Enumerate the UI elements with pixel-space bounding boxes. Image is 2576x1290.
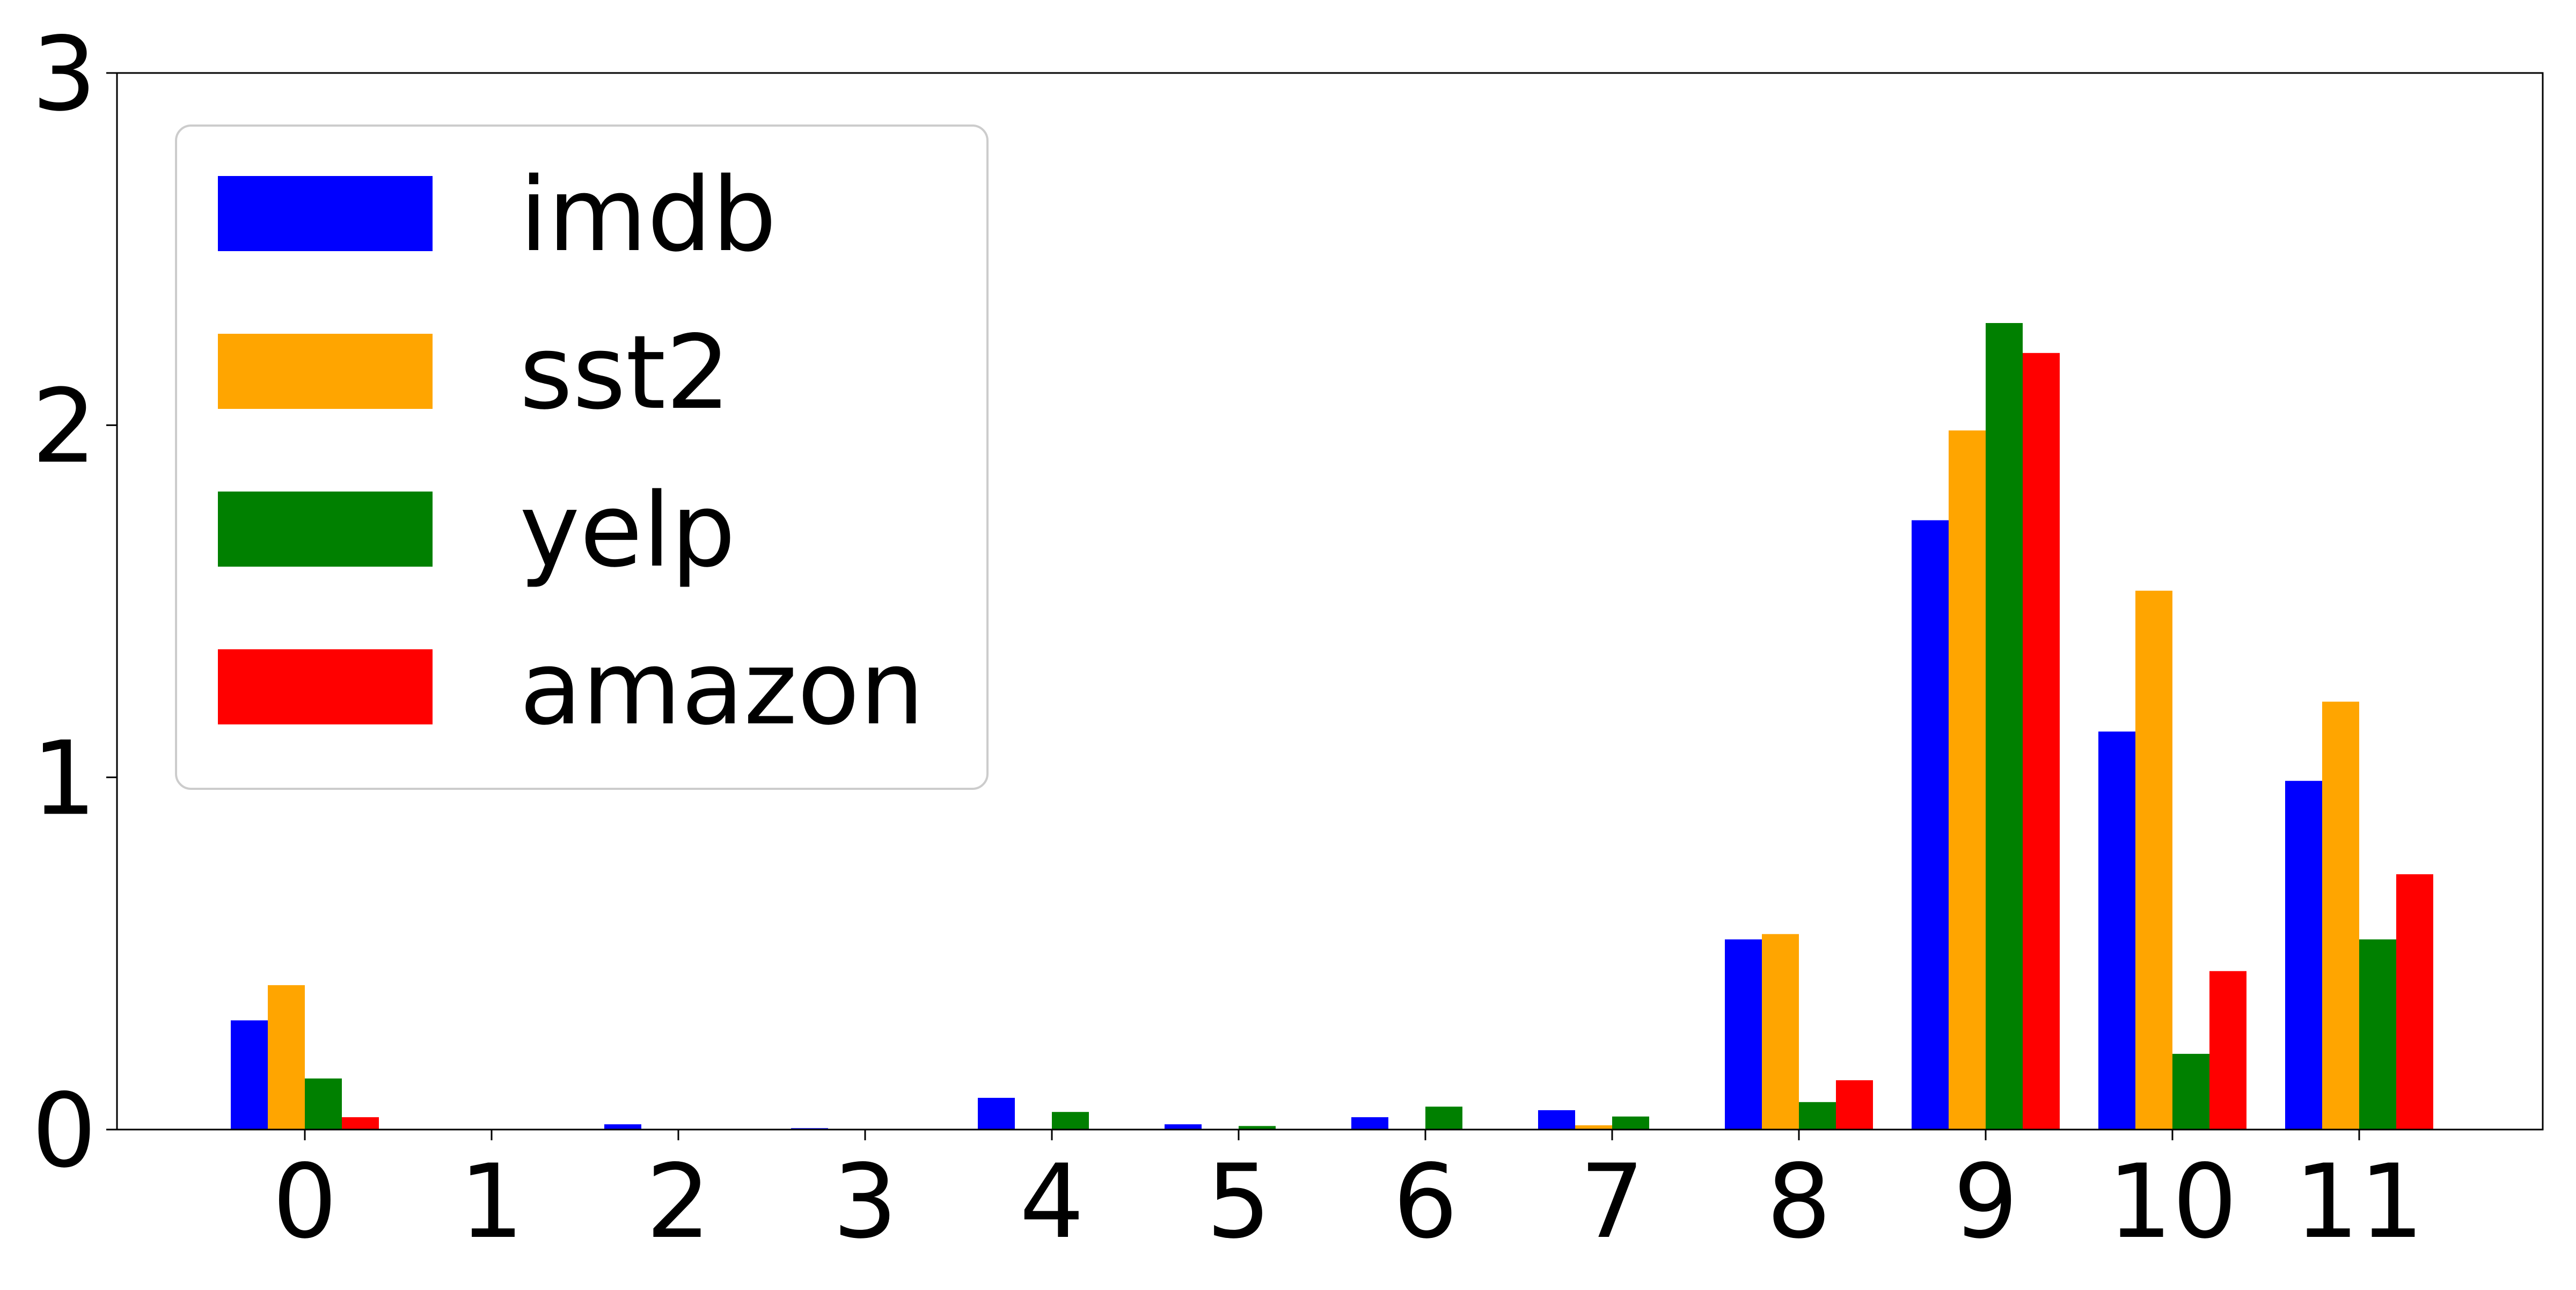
x-tick-label: 5 [1206, 1142, 1271, 1261]
bar-yelp-5 [1239, 1126, 1276, 1130]
bar-yelp-0 [305, 1078, 342, 1130]
bars-layer [231, 323, 2433, 1130]
x-tick-label: 1 [459, 1142, 524, 1261]
bar-sst2-11 [2322, 701, 2359, 1130]
bar-yelp-6 [1425, 1106, 1462, 1130]
plot-frame [116, 72, 2544, 1131]
bar-sst2-8 [1762, 934, 1799, 1130]
legend-swatch-sst2 [218, 334, 433, 409]
x-tick-label: 9 [1953, 1142, 2018, 1261]
x-axis: 0 1 2 3 4 5 6 7 8 9 10 11 [273, 1130, 2424, 1261]
bar-sst2-10 [2135, 590, 2172, 1130]
legend-label-amazon: amazon [519, 629, 924, 747]
bar-sst2-0 [268, 985, 305, 1130]
bar-imdb-7 [1538, 1110, 1575, 1130]
x-tick-label: 2 [646, 1142, 711, 1261]
x-tick-label: 6 [1393, 1142, 1458, 1261]
bar-sst2-9 [1949, 430, 1986, 1130]
bar-imdb-4 [978, 1097, 1015, 1130]
y-tick-label: 1 [32, 720, 97, 838]
bar-imdb-10 [2098, 731, 2135, 1130]
bar-amazon-9 [2023, 353, 2060, 1130]
legend-label-sst2: sst2 [519, 313, 730, 432]
bar-amazon-11 [2396, 874, 2433, 1130]
x-tick-label: 4 [1020, 1142, 1085, 1261]
bar-amazon-8 [1836, 1080, 1873, 1130]
y-tick-label: 0 [32, 1072, 97, 1190]
legend-swatch-imdb [218, 176, 433, 251]
legend-label-imdb: imdb [519, 156, 777, 274]
bar-yelp-10 [2172, 1053, 2209, 1130]
bar-amazon-0 [342, 1117, 379, 1130]
y-tick-label: 3 [32, 15, 97, 134]
y-axis: 0 1 2 3 [32, 15, 117, 1190]
bar-yelp-4 [1052, 1112, 1089, 1130]
x-tick-label: 0 [273, 1142, 338, 1261]
bar-yelp-8 [1799, 1102, 1836, 1130]
bar-amazon-10 [2209, 971, 2246, 1130]
bar-imdb-6 [1351, 1117, 1388, 1130]
bar-imdb-11 [2285, 781, 2322, 1130]
x-tick-label: 8 [1767, 1142, 1832, 1261]
y-tick-label: 2 [32, 367, 97, 486]
legend-swatch-amazon [218, 649, 433, 724]
bar-sst2-7 [1575, 1125, 1612, 1130]
legend-frame [175, 124, 989, 790]
x-tick-label: 3 [833, 1142, 898, 1261]
bar-yelp-9 [1986, 323, 2023, 1130]
bar-imdb-0 [231, 1020, 268, 1130]
bar-imdb-9 [1912, 520, 1949, 1130]
bar-imdb-8 [1725, 939, 1762, 1130]
legend-label-yelp: yelp [519, 471, 736, 590]
x-tick-label: 7 [1580, 1142, 1645, 1261]
bar-imdb-5 [1165, 1124, 1202, 1130]
bar-yelp-7 [1612, 1116, 1649, 1130]
legend-swatch-yelp [218, 492, 433, 567]
x-tick-label: 10 [2107, 1142, 2237, 1261]
bar-yelp-11 [2359, 939, 2396, 1130]
bar-imdb-2 [604, 1124, 641, 1130]
x-tick-label: 11 [2294, 1142, 2424, 1261]
legend: imdb sst2 yelp amazon [175, 124, 989, 790]
